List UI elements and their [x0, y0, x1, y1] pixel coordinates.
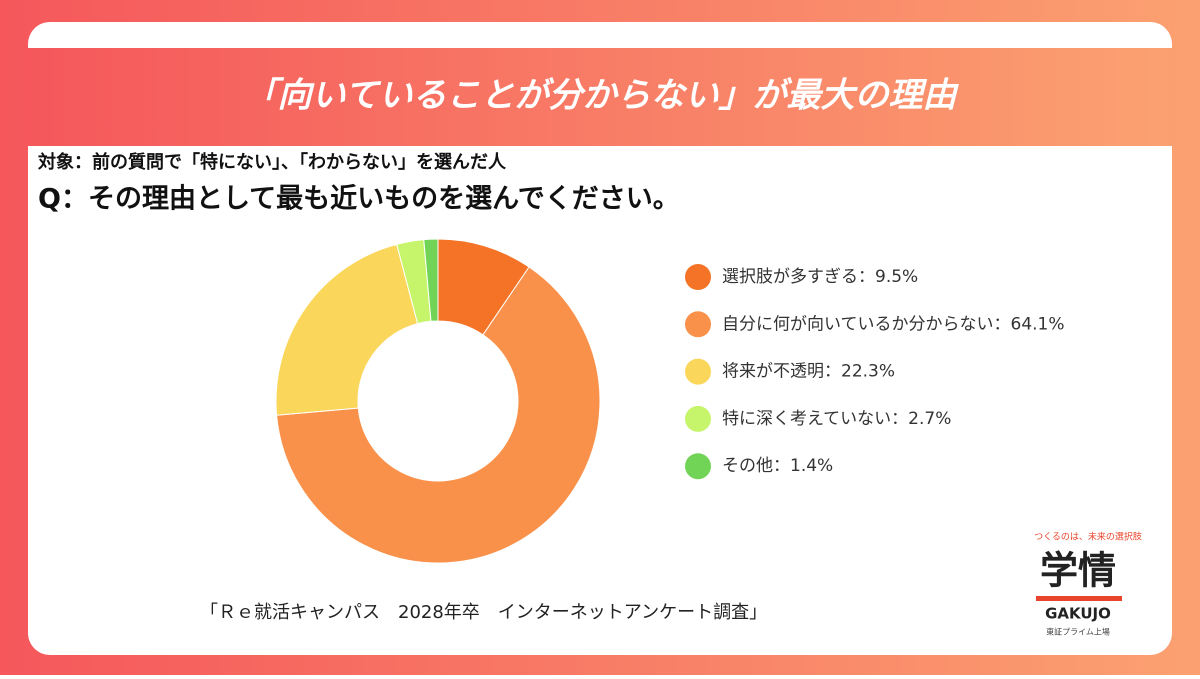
logo-romaji: GAKUJO [1045, 605, 1111, 623]
legend-swatch [685, 311, 711, 338]
legend-entry: 自分に何が向いているか分からない：64.1% [722, 314, 1065, 334]
legend-value: 22.3% [841, 362, 895, 382]
legend-label: 選択肢が多すぎる [722, 267, 858, 287]
target: 対象：前の質問で「特にない」、「わからない」を選んだ人 [37, 151, 507, 173]
legend-separator: ： [891, 409, 908, 429]
legend-label: その他 [722, 456, 773, 476]
legend-value: 9.5% [875, 267, 918, 287]
legend-swatch [685, 358, 711, 385]
legend-separator: ： [773, 456, 790, 476]
logo-tagline: つくるのは、未来の選択肢 [1034, 531, 1142, 543]
donut-slice [423, 238, 439, 322]
legend-swatch [685, 405, 711, 432]
legend-entry: その他：1.4% [722, 456, 833, 476]
question: Q：その理由として最も近いものを選んでください。 [38, 184, 680, 215]
legend-swatch [685, 264, 711, 290]
legend-swatch [685, 453, 711, 480]
logo: つくるのは、未来の選択肢 学情 GAKUJO 東証プライム上場 [1034, 531, 1142, 637]
legend-label: 将来が不透明 [722, 362, 824, 382]
logo-note: 東証プライム上場 [1046, 627, 1110, 637]
title: 「向いていることが分からない」が最大の理由 [244, 76, 960, 116]
legend-value: 64.1% [1011, 314, 1065, 334]
source: 「Ｒｅ就活キャンパス 2028年卒 インターネットアンケート調査」 [200, 602, 767, 623]
legend-entry: 特に深く考えていない：2.7% [722, 409, 951, 429]
logo-bar [1036, 596, 1122, 601]
donut-slice [276, 266, 601, 564]
legend-separator: ： [994, 314, 1011, 334]
legend-entry: 選択肢が多すぎる：9.5% [722, 267, 918, 287]
legend-separator: ： [858, 267, 875, 287]
legend-value: 2.7% [908, 409, 951, 429]
legend-separator: ： [824, 362, 841, 382]
legend-label: 特に深く考えていない [722, 409, 891, 429]
logo-name: 学情 [1040, 549, 1116, 593]
legend-entry: 将来が不透明：22.3% [722, 362, 895, 382]
donut-slice [275, 243, 419, 416]
chart: 選択肢が多すぎる：9.5%自分に何が向いているか分からない：64.1%将来が不透… [275, 238, 1065, 564]
title-band [28, 48, 1172, 146]
legend-value: 1.4% [790, 456, 833, 476]
legend-label: 自分に何が向いているか分からない [722, 314, 994, 334]
